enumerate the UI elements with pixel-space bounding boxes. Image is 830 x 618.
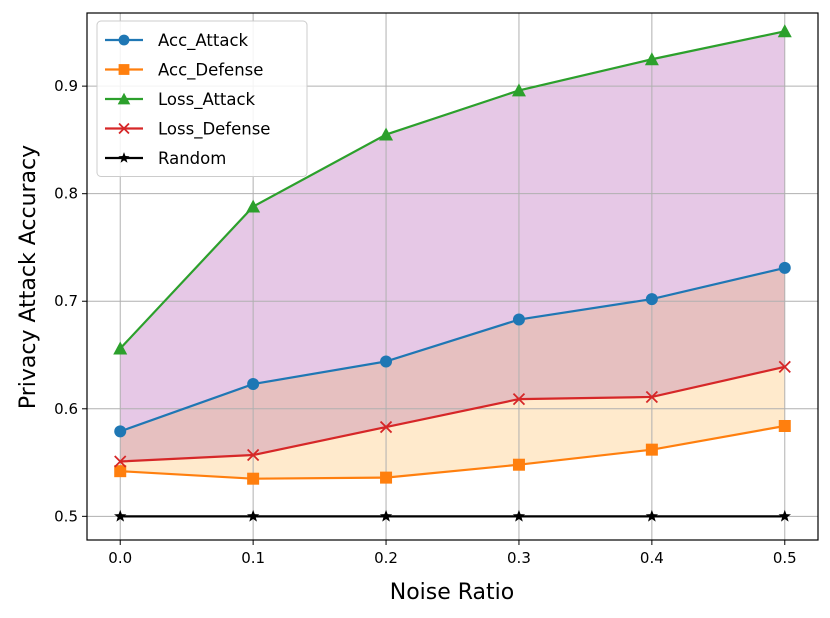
fill-area-0 [120,31,785,432]
x-tick-label: 0.3 [507,549,531,567]
y-tick-label: 0.8 [54,185,78,203]
data-point-random [645,509,659,522]
data-point-acc-attack [114,425,127,438]
legend-label-random: Random [158,149,226,168]
data-point-random [379,509,393,522]
data-point-loss-attack [777,24,792,38]
data-point-acc-attack [247,378,260,391]
legend-label-acc-defense: Acc_Defense [158,61,263,81]
x-tick-label: 0.2 [374,549,398,567]
data-point-loss-attack [113,341,128,355]
series-lines [119,30,786,518]
legend-label-loss-attack: Loss_Attack [158,90,256,110]
data-point-loss-defense [379,420,393,434]
fill-area-2 [120,366,785,479]
data-point-loss-attack [511,83,526,97]
data-point-loss-defense [512,392,526,406]
data-point-acc-defense [645,443,658,456]
x-tick-label: 0.4 [640,549,664,567]
data-point-acc-attack [645,293,658,306]
plot-frame [86,12,819,541]
y-tick-label: 0.9 [54,77,78,95]
series-line-acc-defense [120,424,785,480]
legend-marker-loss-defense [118,122,130,135]
legend: Acc_Attack Acc_Defense Loss_Attack Loss_Def… [96,20,308,177]
data-point-acc-defense [114,465,127,478]
data-point-loss-defense [246,448,260,462]
legend-marker-acc-defense [118,64,130,75]
y-tick-label: 0.6 [54,400,78,418]
fill-area-1 [120,267,785,462]
data-point-acc-attack [380,355,393,368]
data-point-acc-attack [512,313,525,326]
legend-marker-loss-attack [117,92,131,105]
data-point-random [778,509,791,522]
data-point-loss-attack [644,52,659,66]
series-markers [113,24,792,522]
data-point-acc-defense [512,458,525,471]
x-tick-label: 0.1 [241,549,265,567]
data-point-loss-defense [778,360,791,373]
series-line-loss-defense [120,365,786,463]
x-axis-label: Noise Ratio [390,580,515,605]
data-point-loss-attack [246,199,261,213]
y-axis-label: Privacy Attack Accuracy [16,145,41,409]
data-point-loss-defense [114,455,127,468]
data-point-acc-attack [778,261,791,274]
legend-label-loss-defense: Loss_Defense [158,120,270,140]
series-line-loss-attack [119,30,785,350]
legend-marker-random [118,152,130,163]
data-point-acc-defense [380,471,393,484]
data-point-acc-defense [778,419,791,432]
series-line-acc-attack [119,266,786,433]
legend-marker-acc-attack [118,34,130,46]
data-point-random [512,509,526,522]
y-tick-label: 0.5 [54,507,78,525]
x-tick-label: 0.5 [773,549,797,567]
legend-label-acc-attack: Acc_Attack [158,31,249,51]
x-tick-label: 0.0 [108,549,132,567]
axis-ticks: 0.0 0.1 0.2 0.3 0.4 0.5 0.5 0.6 0.7 0.8 0.9 [54,77,797,567]
data-point-random [246,509,260,522]
legend-box [96,20,308,177]
data-point-loss-attack [379,127,394,141]
data-point-random [114,509,127,522]
y-tick-label: 0.7 [54,292,78,310]
data-point-loss-defense [645,390,659,404]
fill-areas [120,31,785,479]
data-point-acc-defense [247,472,260,485]
